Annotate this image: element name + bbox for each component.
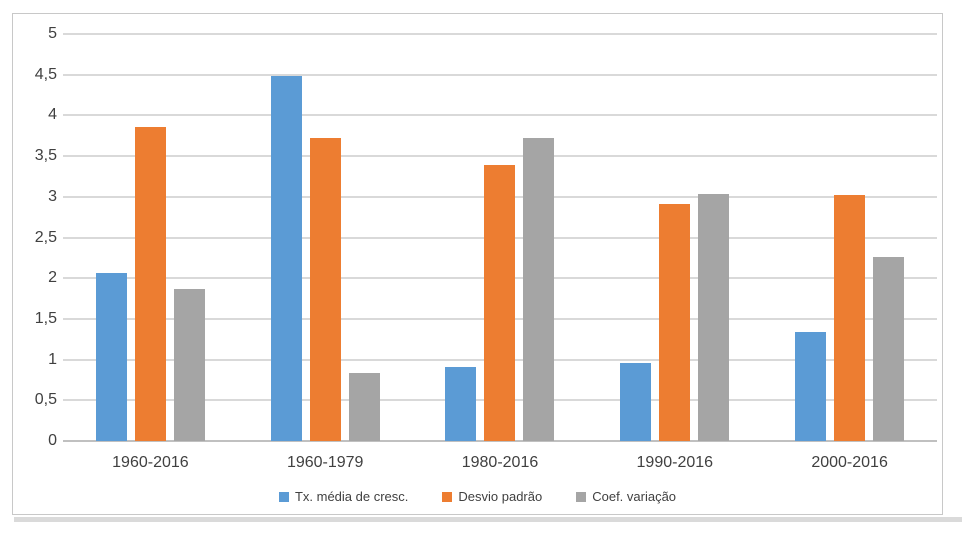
y-tick-label: 4 — [48, 106, 57, 124]
y-tick-label: 1,5 — [34, 309, 57, 327]
plot-area — [63, 33, 937, 442]
bar-group — [762, 34, 937, 441]
gridline — [63, 155, 937, 158]
gridline — [63, 114, 937, 117]
legend-label: Desvio padrão — [458, 489, 543, 504]
chart-shadow-line — [14, 517, 962, 522]
y-tick-label: 0 — [48, 432, 57, 449]
legend-item: Coef. variação — [576, 489, 676, 504]
chart-frame: 0 0,5 1 1,5 2 2,5 3 3,5 4 4,5 5 1960-2016 1960-1979… — [12, 13, 943, 515]
y-tick-label: 2 — [48, 269, 57, 287]
bar — [348, 373, 380, 441]
x-tick-label: 1960-1979 — [286, 454, 364, 471]
bar — [445, 366, 477, 441]
legend-swatch-icon — [442, 491, 453, 502]
bar-group — [63, 34, 238, 441]
bar — [795, 331, 827, 441]
x-tick-label: 2000-2016 — [811, 454, 888, 471]
x-tick-label: 1990-2016 — [636, 454, 714, 471]
gridline — [63, 73, 937, 76]
y-tick-label: 3,5 — [34, 147, 57, 165]
legend-swatch-icon — [576, 491, 587, 502]
bar — [134, 126, 166, 441]
y-tick-label: 2,5 — [34, 228, 57, 246]
bar-groups — [63, 34, 937, 441]
y-tick-label: 0,5 — [34, 391, 57, 409]
y-tick-label: 3 — [48, 187, 57, 205]
bar — [834, 195, 866, 441]
x-tick-label: 1980-2016 — [461, 454, 539, 471]
legend-item: Tx. média de cresc. — [278, 489, 409, 504]
legend-label: Tx. média de cresc. — [294, 489, 409, 504]
y-tick-label: 1 — [48, 350, 57, 368]
bar — [620, 362, 652, 441]
legend: Tx. média de cresc. Desvio padrão Coef. va… — [13, 489, 942, 504]
y-tick-label: 4,5 — [34, 65, 57, 83]
bar — [698, 193, 730, 441]
bar — [523, 138, 555, 441]
bar-group — [587, 34, 762, 441]
bar-group — [413, 34, 588, 441]
legend-item: Desvio padrão — [442, 489, 542, 504]
bar-group — [238, 34, 413, 441]
y-axis: 0 0,5 1 1,5 2 2,5 3 3,5 4 4,5 5 — [13, 25, 57, 449]
bar — [873, 257, 905, 441]
bar — [309, 138, 341, 441]
bar — [95, 272, 127, 441]
legend-label: Coef. variação — [592, 489, 677, 504]
gridline — [63, 33, 937, 35]
x-axis: 1960-2016 1960-1979 1980-2016 1990-2016 2000… — [63, 454, 937, 472]
legend-swatch-icon — [278, 491, 289, 502]
bar — [173, 288, 205, 441]
bar — [270, 76, 302, 441]
bar — [659, 204, 691, 441]
bar — [484, 165, 516, 441]
x-axis-baseline — [63, 440, 937, 442]
x-tick-label: 1960-2016 — [112, 454, 189, 471]
y-tick-label: 5 — [48, 25, 57, 42]
